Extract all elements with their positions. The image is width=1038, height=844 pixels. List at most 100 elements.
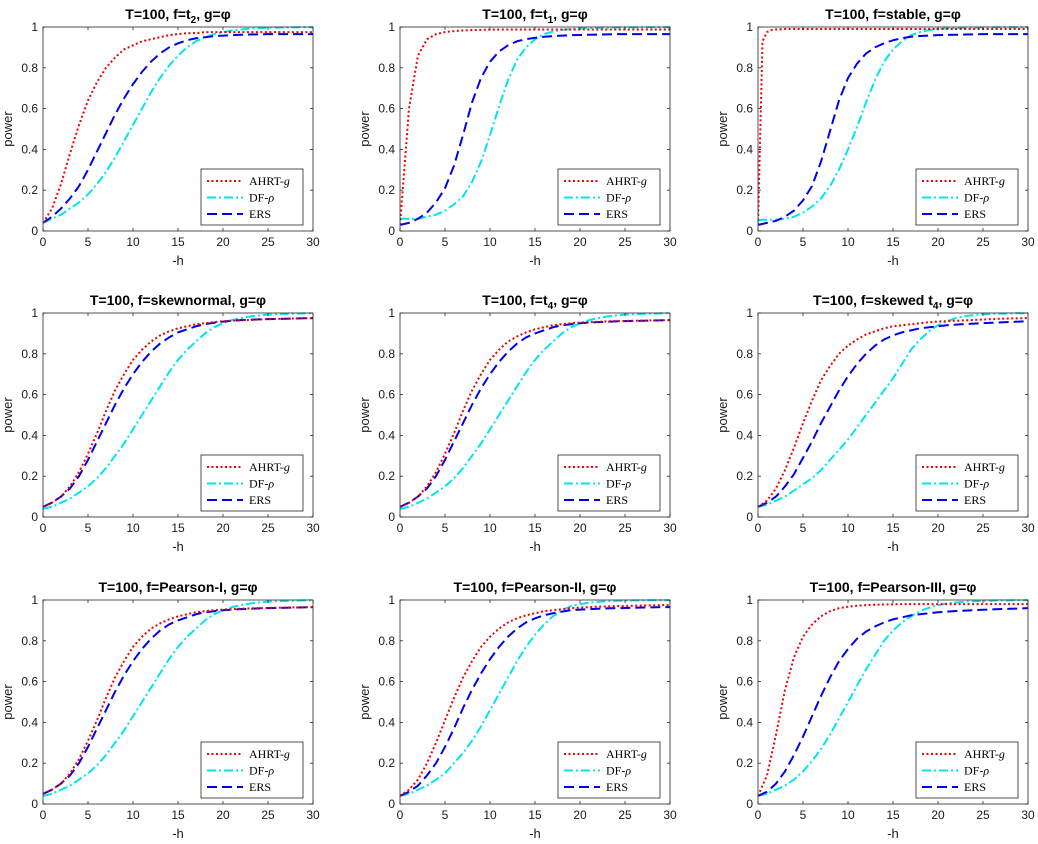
x-tick-label: 10	[126, 521, 140, 535]
y-tick-label: 0.4	[21, 142, 38, 156]
series-line-dashdot	[43, 26, 313, 224]
legend-box	[557, 168, 661, 226]
x-tick-label: 0	[397, 235, 404, 249]
x-tick-label: 10	[841, 235, 855, 249]
y-tick-label: 0.2	[21, 756, 38, 770]
series-line-dotted	[758, 603, 1028, 797]
legend-entry: ERS	[606, 207, 628, 221]
x-tick-label: 10	[841, 808, 855, 822]
x-tick-label: 0	[397, 808, 404, 822]
series-line-dashed	[43, 33, 313, 224]
panel-title: T=100, f=skewnormal, g=φ	[90, 292, 266, 308]
legend-box	[915, 741, 1019, 799]
legend-entry: ERS	[606, 780, 628, 794]
y-tick-label: 1	[31, 20, 38, 34]
y-tick-label: 0	[746, 224, 753, 238]
x-tick-label: 30	[663, 235, 677, 249]
x-tick-label: 30	[306, 521, 320, 535]
legend-entry: DF-ρ	[964, 764, 989, 778]
x-tick-label: 5	[442, 235, 449, 249]
y-tick-label: 0.2	[378, 469, 395, 483]
y-tick-label: 0.8	[736, 61, 753, 75]
legend-entry: AHRT-g	[964, 460, 1005, 474]
panel-title: T=100, f=t2, g=φ	[125, 6, 230, 26]
x-tick-label: 15	[171, 521, 185, 535]
x-tick-label: 5	[85, 235, 92, 249]
y-tick-label: 0.6	[21, 388, 38, 402]
y-tick-label: 1	[31, 593, 38, 607]
x-tick-label: 25	[976, 521, 990, 535]
series-line-dashed	[758, 607, 1028, 797]
x-axis-label: -h	[887, 826, 899, 841]
x-tick-label: 20	[216, 808, 230, 822]
series-group	[43, 26, 313, 224]
legend-entry: ERS	[964, 207, 986, 221]
x-tick-label: 0	[755, 235, 762, 249]
panel-3: T=100, f=stable, g=φ 0 5 10 15 20 25 30 0 0.2 0.4 0…	[715, 6, 1035, 268]
series-group	[400, 599, 670, 797]
y-tick-label: 1	[746, 20, 753, 34]
y-axis-label: power	[715, 684, 730, 720]
x-tick-label: 20	[931, 808, 945, 822]
x-axis-label: -h	[172, 253, 184, 268]
panel-title: T=100, f=Pearson-I, g=φ	[98, 579, 257, 595]
y-axis-label: power	[357, 111, 372, 147]
y-tick-label: 0.4	[736, 142, 753, 156]
legend-box	[200, 741, 304, 799]
x-tick-label: 25	[976, 808, 990, 822]
y-tick-label: 0.6	[736, 675, 753, 689]
x-tick-label: 15	[171, 808, 185, 822]
x-tick-label: 30	[663, 808, 677, 822]
x-tick-label: 30	[306, 808, 320, 822]
series-line-dashdot	[758, 599, 1028, 797]
series-line-dotted	[758, 28, 1028, 225]
y-tick-label: 0.4	[378, 428, 395, 442]
x-axis-label: -h	[529, 253, 541, 268]
legend-entry: ERS	[964, 780, 986, 794]
x-axis-label: -h	[529, 539, 541, 554]
y-tick-label: 0.8	[736, 347, 753, 361]
y-axis-label: power	[357, 397, 372, 433]
x-tick-label: 20	[573, 521, 587, 535]
legend-box	[557, 741, 661, 799]
y-tick-label: 0.8	[736, 634, 753, 648]
series-line-dashed	[400, 33, 670, 226]
legend-entry: DF-ρ	[249, 191, 274, 205]
x-tick-label: 20	[573, 235, 587, 249]
x-tick-label: 15	[528, 808, 542, 822]
y-tick-label: 1	[388, 20, 395, 34]
x-tick-label: 5	[800, 521, 807, 535]
y-tick-label: 0.8	[21, 347, 38, 361]
legend-entry: AHRT-g	[964, 174, 1005, 188]
x-tick-label: 25	[618, 235, 632, 249]
y-axis-label: power	[0, 684, 15, 720]
y-tick-label: 0.2	[736, 469, 753, 483]
y-tick-label: 0.4	[21, 428, 38, 442]
y-axis-label: power	[0, 397, 15, 433]
x-tick-label: 30	[663, 521, 677, 535]
y-tick-label: 0.4	[21, 715, 38, 729]
y-tick-label: 0.6	[736, 388, 753, 402]
x-tick-label: 25	[976, 235, 990, 249]
legend: AHRT-g DF-ρ ERS	[200, 168, 304, 226]
x-tick-label: 15	[886, 808, 900, 822]
legend-entry: AHRT-g	[606, 174, 647, 188]
y-tick-label: 0.6	[378, 388, 395, 402]
series-group	[758, 26, 1028, 226]
x-tick-label: 0	[40, 235, 47, 249]
legend-entry: ERS	[249, 493, 271, 507]
y-axis-label: power	[0, 111, 15, 147]
x-tick-label: 20	[216, 235, 230, 249]
legend-entry: DF-ρ	[964, 191, 989, 205]
y-tick-label: 0	[31, 797, 38, 811]
x-tick-label: 30	[306, 235, 320, 249]
legend: AHRT-g DF-ρ ERS	[200, 454, 304, 512]
x-tick-label: 5	[800, 235, 807, 249]
y-tick-label: 1	[746, 306, 753, 320]
legend: AHRT-g DF-ρ ERS	[915, 454, 1019, 512]
x-axis-label: -h	[529, 826, 541, 841]
y-tick-label: 0.8	[378, 347, 395, 361]
y-tick-label: 1	[746, 593, 753, 607]
x-tick-label: 0	[755, 808, 762, 822]
